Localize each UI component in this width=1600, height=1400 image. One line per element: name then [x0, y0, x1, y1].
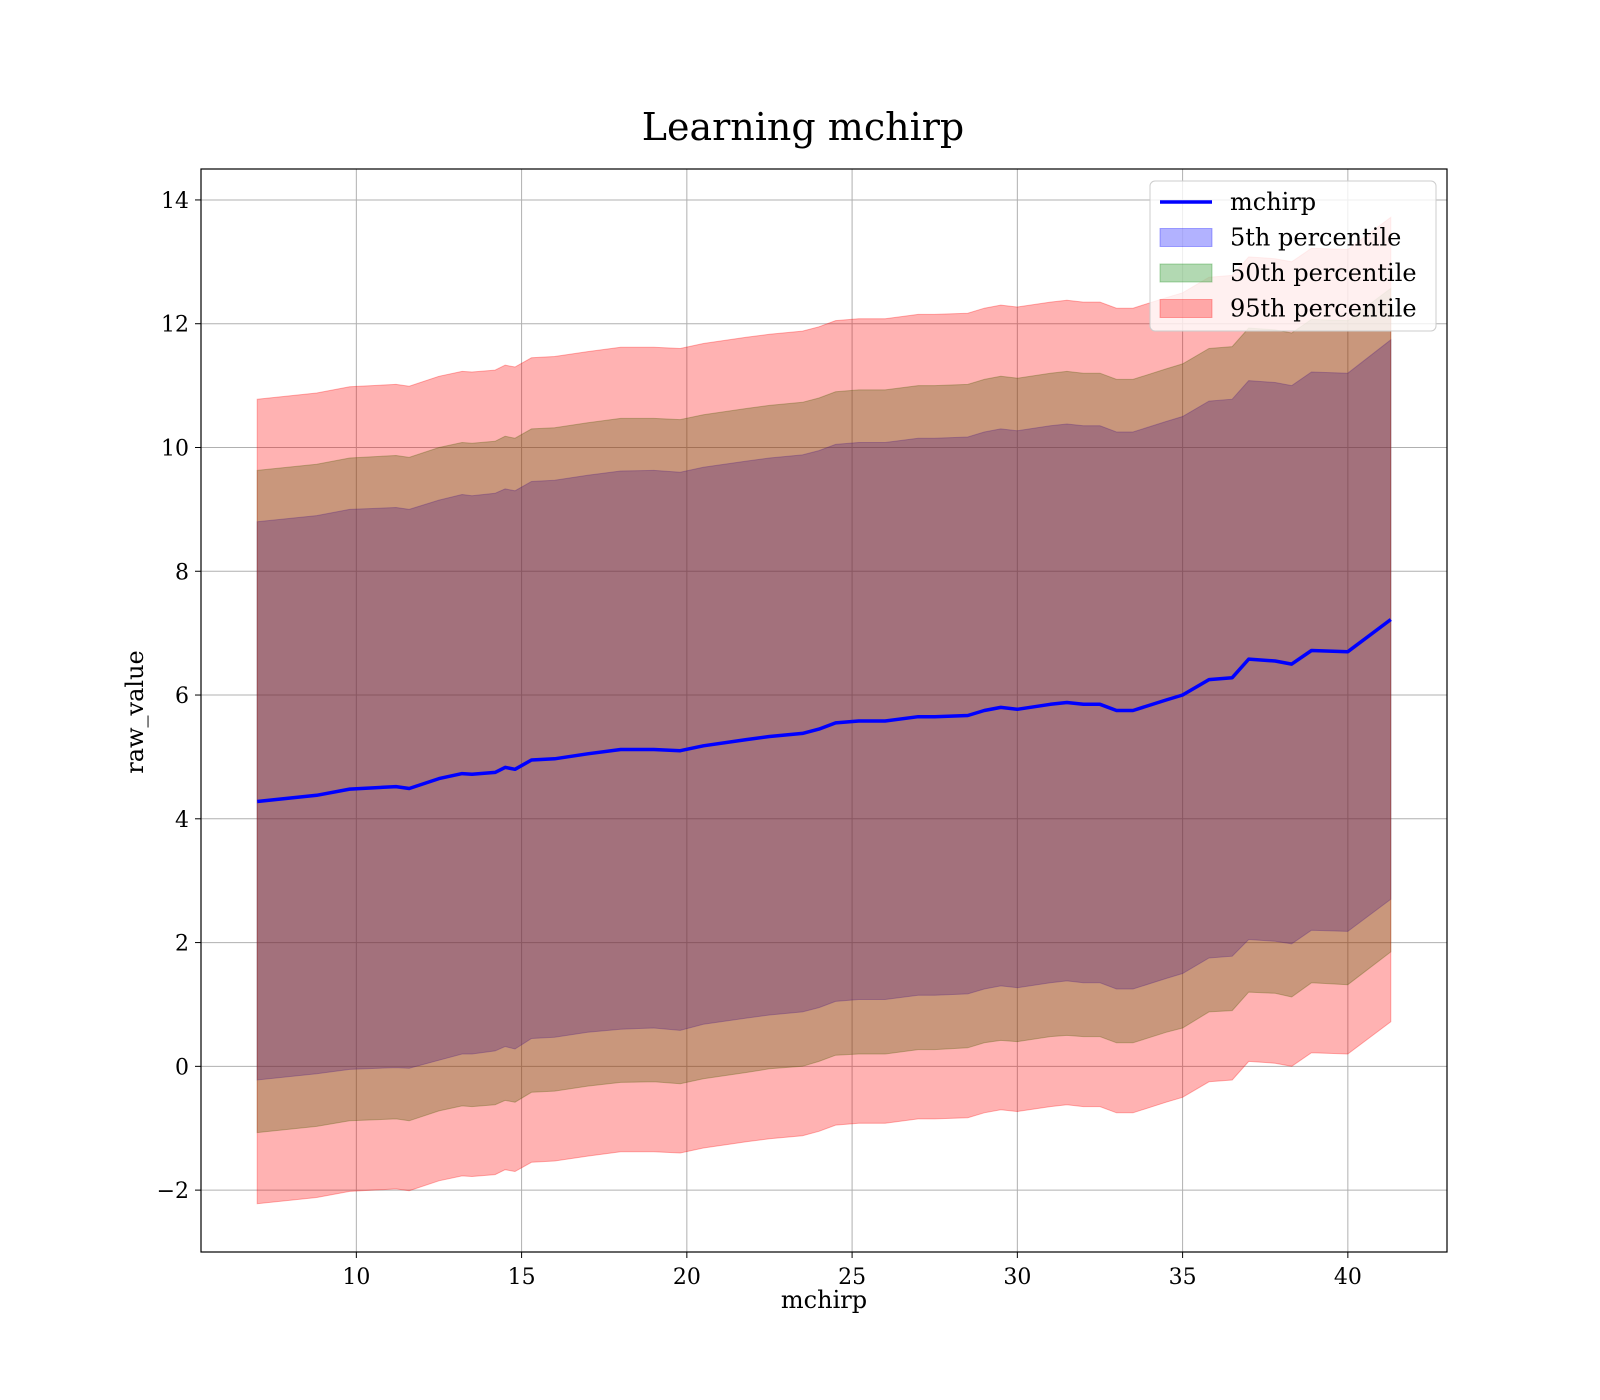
band-95th-percentile	[256, 216, 1392, 1205]
legend-swatch-95th-percentile	[1159, 299, 1213, 318]
legend-label-50th-percentile: 50th percentile	[1230, 259, 1417, 287]
y-tick-label: 12	[161, 313, 189, 338]
x-tick-label: 10	[342, 1265, 370, 1290]
chart-title: Learning mchirp	[642, 105, 964, 149]
grid-lines	[201, 169, 1447, 1252]
x-tick-label: 30	[1003, 1265, 1031, 1290]
y-tick-label: 0	[175, 1055, 189, 1080]
plot-frame	[200, 168, 1448, 1253]
y-tick-label: 8	[175, 560, 189, 585]
x-tick-label: 40	[1334, 1265, 1362, 1290]
band-5th-percentile	[256, 338, 1392, 1081]
y-tick-label: 10	[161, 436, 189, 461]
y-tick-label: 14	[161, 189, 189, 214]
legend-swatch-50th-percentile	[1159, 263, 1213, 283]
legend-label-95th-percentile: 95th percentile	[1230, 295, 1417, 323]
legend-label-5th-percentile: 5th percentile	[1230, 224, 1401, 252]
percentile-bands	[256, 216, 1392, 1205]
y-tick-label: 4	[175, 808, 189, 833]
legend-swatch-5th-percentile	[1159, 228, 1213, 247]
series-lines	[257, 618, 1392, 804]
legend: mchirp 5th percentile 50th percentile 95th …	[1149, 180, 1437, 332]
x-axis-label: mchirp	[781, 1286, 867, 1314]
y-tick-label: 6	[175, 684, 189, 709]
axis-ticks: 10 15 20 25 30 35 40 −2 0 2 4 6 8 10 12 14	[157, 189, 1362, 1290]
y-axis-label: raw_value	[121, 650, 149, 774]
x-tick-label: 15	[508, 1265, 536, 1290]
x-tick-label: 20	[673, 1265, 701, 1290]
band-50th-percentile	[256, 287, 1392, 1134]
series-line-mchirp	[257, 618, 1392, 804]
x-tick-label: 35	[1169, 1265, 1197, 1290]
legend-box	[1149, 180, 1437, 332]
x-tick-label: 25	[838, 1265, 866, 1290]
y-tick-label: −2	[157, 1179, 189, 1204]
legend-label-mchirp: mchirp	[1230, 188, 1316, 216]
y-tick-label: 2	[175, 932, 189, 957]
